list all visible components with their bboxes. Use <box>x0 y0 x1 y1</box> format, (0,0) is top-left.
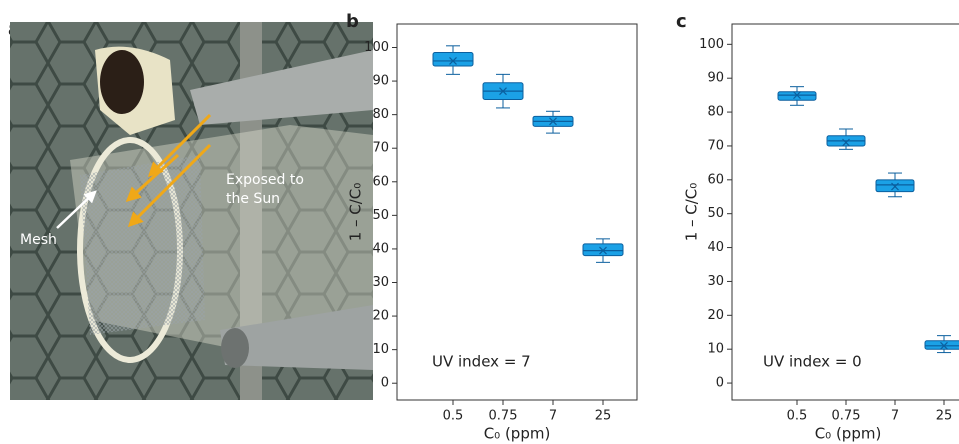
annotation: UV index = 0 <box>763 353 862 371</box>
plot-frame <box>396 23 638 401</box>
x-tick-label: 0.5 <box>443 409 464 424</box>
y-axis-label: 1 – C/C₀ <box>683 183 701 242</box>
x-tick-label: 7 <box>549 409 557 424</box>
y-tick-label: 30 <box>707 274 724 289</box>
mean-marker <box>499 87 507 96</box>
y-tick-label: 80 <box>707 105 724 120</box>
sun-label: the Sun <box>226 191 280 207</box>
plot-frame <box>731 23 959 401</box>
y-tick-label: 0 <box>381 376 389 391</box>
x-tick-label: 0.5 <box>787 409 808 424</box>
y-tick-label: 100 <box>364 40 389 55</box>
y-tick-label: 10 <box>707 342 724 357</box>
y-tick-label: 70 <box>372 141 389 156</box>
y-tick-label: 10 <box>372 342 389 357</box>
y-tick-label: 20 <box>707 308 724 323</box>
y-tick-label: 90 <box>372 74 389 89</box>
box <box>432 52 474 67</box>
x-tick-label: 25 <box>595 409 612 424</box>
y-tick-label: 0 <box>716 376 724 391</box>
mean-marker <box>793 91 801 100</box>
y-tick-label: 30 <box>372 275 389 290</box>
y-tick-label: 50 <box>372 208 389 223</box>
panel-label: c <box>676 11 687 32</box>
mean-marker <box>940 341 948 350</box>
mean-marker <box>549 117 557 126</box>
panel-label: b <box>346 11 359 32</box>
y-tick-label: 50 <box>707 206 724 221</box>
mesh-label: Mesh <box>20 232 57 248</box>
y-tick-label: 60 <box>372 174 389 189</box>
y-tick-label: 70 <box>707 138 724 153</box>
x-tick-label: 7 <box>891 409 899 424</box>
mean-marker <box>842 138 850 147</box>
y-tick-label: 60 <box>707 172 724 187</box>
x-tick-label: 25 <box>936 409 953 424</box>
annotation: UV index = 7 <box>432 353 531 371</box>
sun-label: Exposed to <box>226 172 304 188</box>
x-tick-label: 0.75 <box>832 409 861 424</box>
y-tick-label: 80 <box>372 107 389 122</box>
x-axis-label: C₀ (ppm) <box>815 425 882 443</box>
y-tick-label: 40 <box>707 240 724 255</box>
x-axis-label: C₀ (ppm) <box>484 425 551 443</box>
mean-marker <box>891 182 899 191</box>
mean-marker <box>599 246 607 255</box>
y-tick-label: 20 <box>372 309 389 324</box>
y-tick-label: 40 <box>372 241 389 256</box>
box <box>924 340 959 350</box>
photo: Mesh Exposed to the Sun <box>10 22 373 400</box>
y-tick-label: 90 <box>707 71 724 86</box>
mean-marker <box>449 57 457 65</box>
x-tick-label: 0.75 <box>489 409 518 424</box>
y-axis-label: 1 – C/C₀ <box>347 183 365 242</box>
y-tick-label: 100 <box>699 37 724 52</box>
